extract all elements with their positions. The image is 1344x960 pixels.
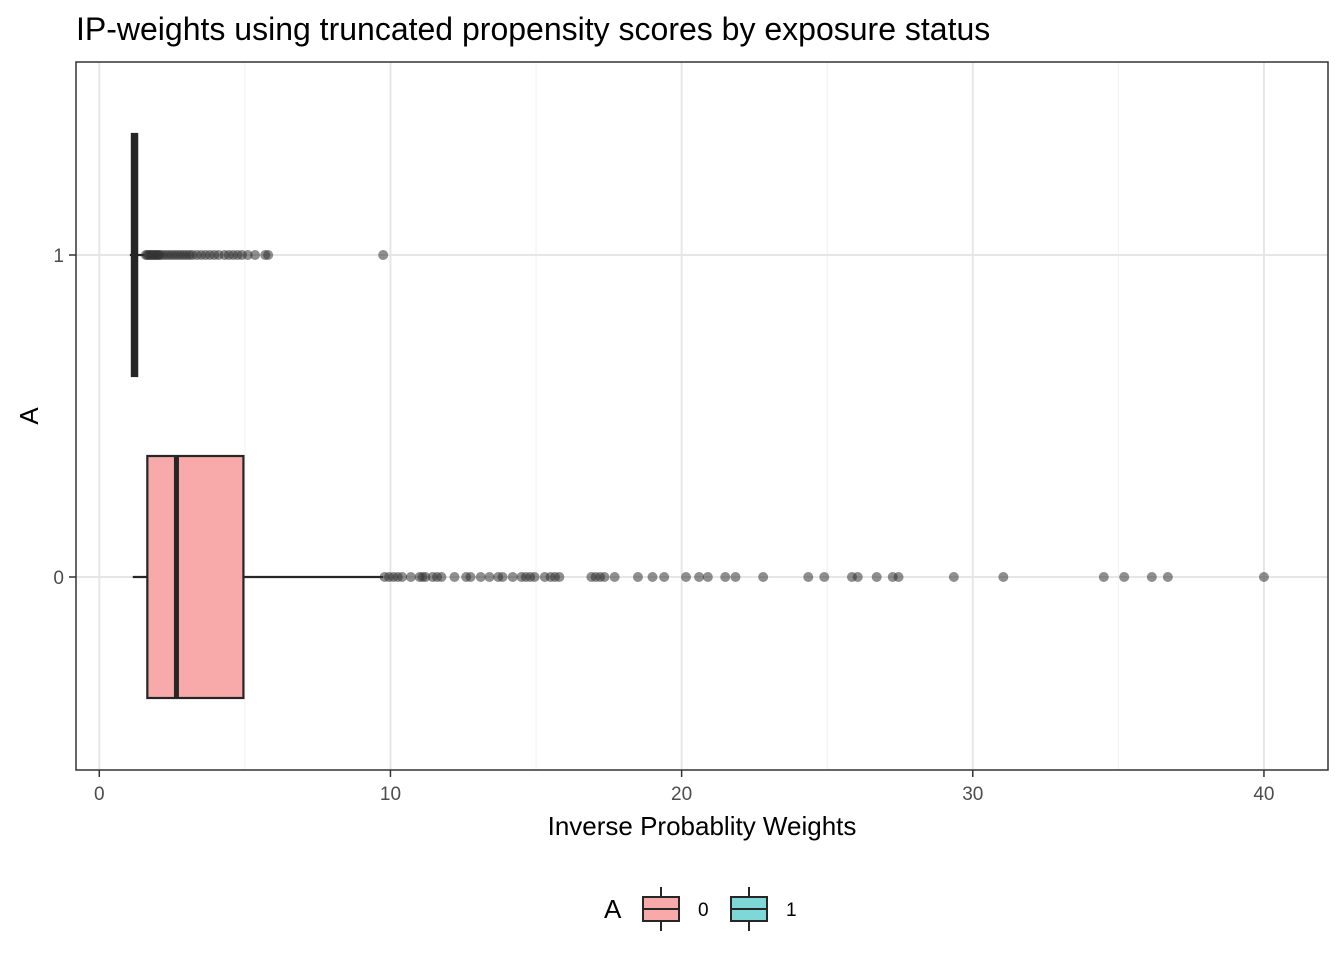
outlier-point xyxy=(1162,572,1173,582)
outlier-point xyxy=(554,572,565,582)
legend: A 0 1 xyxy=(604,887,797,931)
outlier-point xyxy=(730,572,741,582)
outlier-point xyxy=(948,572,959,582)
y-axis-ticks: 01 xyxy=(53,246,76,589)
outlier-point xyxy=(397,572,408,582)
y-tick-label: 1 xyxy=(53,246,64,267)
outlier-point xyxy=(465,572,476,582)
x-tick-label: 10 xyxy=(380,784,401,805)
outlier-point xyxy=(1098,572,1109,582)
outlier-point xyxy=(852,572,863,582)
box xyxy=(146,454,245,700)
legend-key-1 xyxy=(730,887,768,931)
outlier-point xyxy=(893,572,904,582)
y-axis-title: A xyxy=(14,407,44,425)
outlier-point xyxy=(803,572,814,582)
outlier-point xyxy=(659,572,670,582)
outlier-point xyxy=(871,572,882,582)
outlier-point xyxy=(250,250,261,260)
outlier-point xyxy=(1146,572,1157,582)
outlier-point xyxy=(680,572,691,582)
x-tick-label: 30 xyxy=(962,784,983,805)
outlier-point xyxy=(632,572,643,582)
boxplots xyxy=(129,132,1269,700)
outlier-point xyxy=(378,250,389,260)
outlier-point xyxy=(420,572,431,582)
legend-label: 0 xyxy=(698,900,709,921)
x-axis-title: Inverse Probablity Weights xyxy=(548,811,857,841)
outlier-point xyxy=(436,572,447,582)
outlier-point xyxy=(242,250,253,260)
box-group-1 xyxy=(129,132,389,378)
outlier-point xyxy=(720,572,731,582)
outlier-point xyxy=(609,572,620,582)
outlier-point xyxy=(484,572,495,582)
x-axis-ticks: 0 10 20 30 40 xyxy=(94,770,1275,805)
plot-border xyxy=(75,61,1329,771)
outlier-point xyxy=(1119,572,1130,582)
x-tick-label: 20 xyxy=(671,784,692,805)
outlier-point xyxy=(694,572,705,582)
box-group-0 xyxy=(132,454,1269,700)
plot-panel xyxy=(76,62,1328,770)
outlier-point xyxy=(263,250,274,260)
x-tick-label: 40 xyxy=(1253,784,1274,805)
outlier-point xyxy=(1258,572,1269,582)
x-tick-label: 0 xyxy=(94,784,105,805)
outlier-point xyxy=(599,572,610,582)
outlier-point xyxy=(405,572,416,582)
outlier-point xyxy=(702,572,713,582)
outlier-point xyxy=(998,572,1009,582)
outlier-point xyxy=(497,572,508,582)
outlier-point xyxy=(819,572,830,582)
outlier-point xyxy=(647,572,658,582)
outlier-point xyxy=(758,572,769,582)
outlier-point xyxy=(449,572,460,582)
chart-title: IP-weights using truncated propensity sc… xyxy=(76,11,990,47)
legend-title: A xyxy=(604,894,622,924)
outlier-point xyxy=(507,572,518,582)
outlier-point xyxy=(475,572,486,582)
legend-key-0 xyxy=(642,887,680,931)
outlier-point xyxy=(529,572,540,582)
legend-label: 1 xyxy=(786,900,797,921)
y-tick-label: 0 xyxy=(53,568,64,589)
